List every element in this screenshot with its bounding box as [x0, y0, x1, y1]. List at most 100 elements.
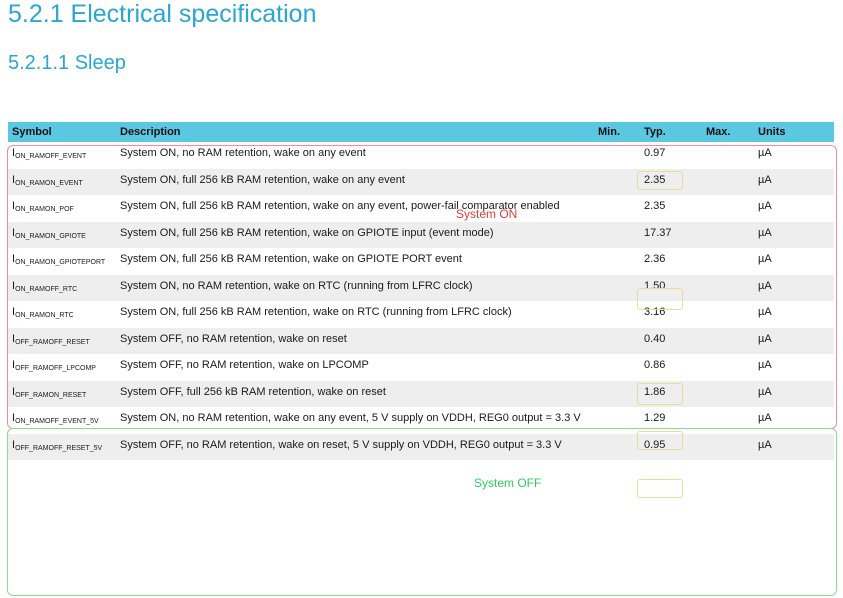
row-symbol: ION_RAMON_GPIOTEPORT [8, 248, 116, 275]
row-min [594, 433, 640, 460]
table-row: ION_RAMON_POF System ON, full 256 kB RAM … [8, 195, 834, 222]
row-description: System ON, full 256 kB RAM retention, wa… [116, 221, 594, 248]
row-max [702, 221, 754, 248]
col-header-symbol: Symbol [8, 122, 116, 142]
symbol-base: I [12, 359, 16, 371]
row-unit: µA [754, 221, 834, 248]
symbol-base: I [12, 147, 16, 159]
symbol-subscript: OFF_RAMON_RESET [15, 391, 87, 399]
symbol-base: I [12, 306, 16, 318]
row-max [702, 380, 754, 407]
row-description: System ON, full 256 kB RAM retention, wa… [116, 168, 594, 195]
row-typ: 1.50 [640, 274, 702, 301]
row-unit: µA [754, 274, 834, 301]
symbol-subscript: ON_RAMON_EVENT [15, 179, 83, 187]
table-row: IOFF_RAMOFF_RESET_5V System OFF, no RAM r… [8, 433, 834, 460]
symbol-base: I [12, 332, 16, 345]
col-header-max: Max. [702, 122, 754, 142]
row-min [594, 274, 640, 301]
row-unit: µA [754, 380, 834, 407]
row-typ: 1.29 [644, 412, 666, 424]
row-unit: µA [754, 327, 834, 354]
symbol-base: I [12, 438, 16, 451]
row-unit: µA [758, 147, 772, 159]
subsection-heading: 5.2.1.1 Sleep [8, 52, 126, 74]
row-symbol: IOFF_RAMOFF_RESET_5V [8, 433, 116, 460]
row-typ: 2.36 [644, 253, 666, 265]
row-symbol: ION_RAMOFF_RTC [8, 274, 116, 301]
row-min [594, 168, 640, 195]
table-row: IOFF_RAMOFF_RESET System OFF, no RAM rete… [8, 327, 834, 354]
table-row: ION_RAMON_GPIOTEPORT System ON, full 256 … [8, 248, 834, 275]
row-symbol: ION_RAMOFF_EVENT_5V [8, 407, 116, 434]
symbol-subscript: ON_RAMON_GPIOTEPORT [15, 259, 106, 266]
symbol-base: I [12, 279, 16, 292]
col-header-typ: Typ. [640, 122, 702, 142]
row-description: System OFF, no RAM retention, wake on re… [116, 327, 594, 354]
row-max [702, 433, 754, 460]
row-max [702, 168, 754, 195]
row-typ: 17.37 [640, 221, 702, 248]
table-row: IOFF_RAMON_RESET System OFF, full 256 kB … [8, 380, 834, 407]
col-header-min: Min. [594, 122, 640, 142]
row-description: System OFF, no RAM retention, wake on LP… [120, 359, 369, 371]
symbol-base: I [12, 253, 16, 265]
row-unit: µA [758, 412, 772, 424]
row-min [594, 327, 640, 354]
row-symbol: ION_RAMON_EVENT [8, 168, 116, 195]
symbol-subscript: ON_RAMOFF_EVENT_5V [15, 418, 99, 425]
row-unit: µA [758, 306, 772, 318]
row-max [702, 327, 754, 354]
row-description: System ON, no RAM retention, wake on any… [120, 412, 581, 424]
row-symbol: ION_RAMON_POF [8, 195, 116, 222]
col-header-description: Description [116, 122, 594, 142]
row-typ: 0.95 [640, 433, 702, 460]
row-description: System ON, full 256 kB RAM retention, wa… [120, 200, 560, 212]
row-typ: 2.35 [644, 200, 666, 212]
system-on-annotation: System ON [456, 207, 518, 221]
table-row: ION_RAMOFF_EVENT_5V System ON, no RAM ret… [8, 407, 834, 434]
row-typ: 0.97 [644, 147, 666, 159]
row-symbol: IOFF_RAMOFF_RESET [8, 327, 116, 354]
symbol-base: I [12, 226, 16, 239]
symbol-subscript: OFF_RAMOFF_LPCOMP [15, 365, 96, 372]
table-row: IOFF_RAMOFF_LPCOMP System OFF, no RAM ret… [8, 354, 834, 381]
symbol-subscript: ON_RAMOFF_EVENT [15, 153, 87, 160]
symbol-base: I [12, 200, 16, 212]
row-symbol: ION_RAMON_RTC [8, 301, 116, 328]
system-off-group-outline [7, 428, 837, 596]
row-unit: µA [754, 433, 834, 460]
col-header-units: Units [754, 122, 834, 142]
row-symbol: IOFF_RAMON_RESET [8, 380, 116, 407]
table-row: ION_RAMON_GPIOTE System ON, full 256 kB R… [8, 221, 834, 248]
system-off-annotation: System OFF [474, 476, 542, 490]
system-on-group-outline [7, 145, 837, 429]
table-header-row: Symbol Description Min. Typ. Max. Units [8, 122, 834, 142]
table-row: ION_RAMOFF_EVENT System ON, no RAM retent… [8, 142, 834, 169]
row-max [702, 274, 754, 301]
symbol-subscript: ON_RAMON_POF [15, 206, 74, 213]
symbol-subscript: ON_RAMON_RTC [15, 312, 74, 319]
row-symbol: IOFF_RAMOFF_LPCOMP [8, 354, 116, 381]
row-description: System ON, no RAM retention, wake on RTC… [116, 274, 594, 301]
row-unit: µA [758, 253, 772, 265]
row-min [594, 221, 640, 248]
table-row: ION_RAMON_EVENT System ON, full 256 kB RA… [8, 168, 834, 195]
row-description: System OFF, no RAM retention, wake on re… [116, 433, 594, 460]
symbol-subscript: OFF_RAMOFF_RESET_5V [15, 444, 103, 452]
row-symbol: ION_RAMON_GPIOTE [8, 221, 116, 248]
row-unit: µA [758, 359, 772, 371]
sleep-current-table: Symbol Description Min. Typ. Max. Units … [8, 122, 834, 460]
symbol-subscript: ON_RAMON_GPIOTE [15, 232, 86, 240]
symbol-subscript: OFF_RAMOFF_RESET [15, 338, 90, 346]
section-heading: 5.2.1 Electrical specification [8, 0, 317, 28]
row-description: System OFF, full 256 kB RAM retention, w… [116, 380, 594, 407]
symbol-subscript: ON_RAMOFF_RTC [15, 285, 78, 293]
row-typ: 0.86 [644, 359, 666, 371]
row-typ: 0.40 [640, 327, 702, 354]
row-unit: µA [754, 168, 834, 195]
row-description: System ON, full 256 kB RAM retention, wa… [120, 306, 512, 318]
row-unit: µA [758, 200, 772, 212]
symbol-base: I [12, 173, 16, 186]
row-symbol: ION_RAMOFF_EVENT [8, 142, 116, 169]
